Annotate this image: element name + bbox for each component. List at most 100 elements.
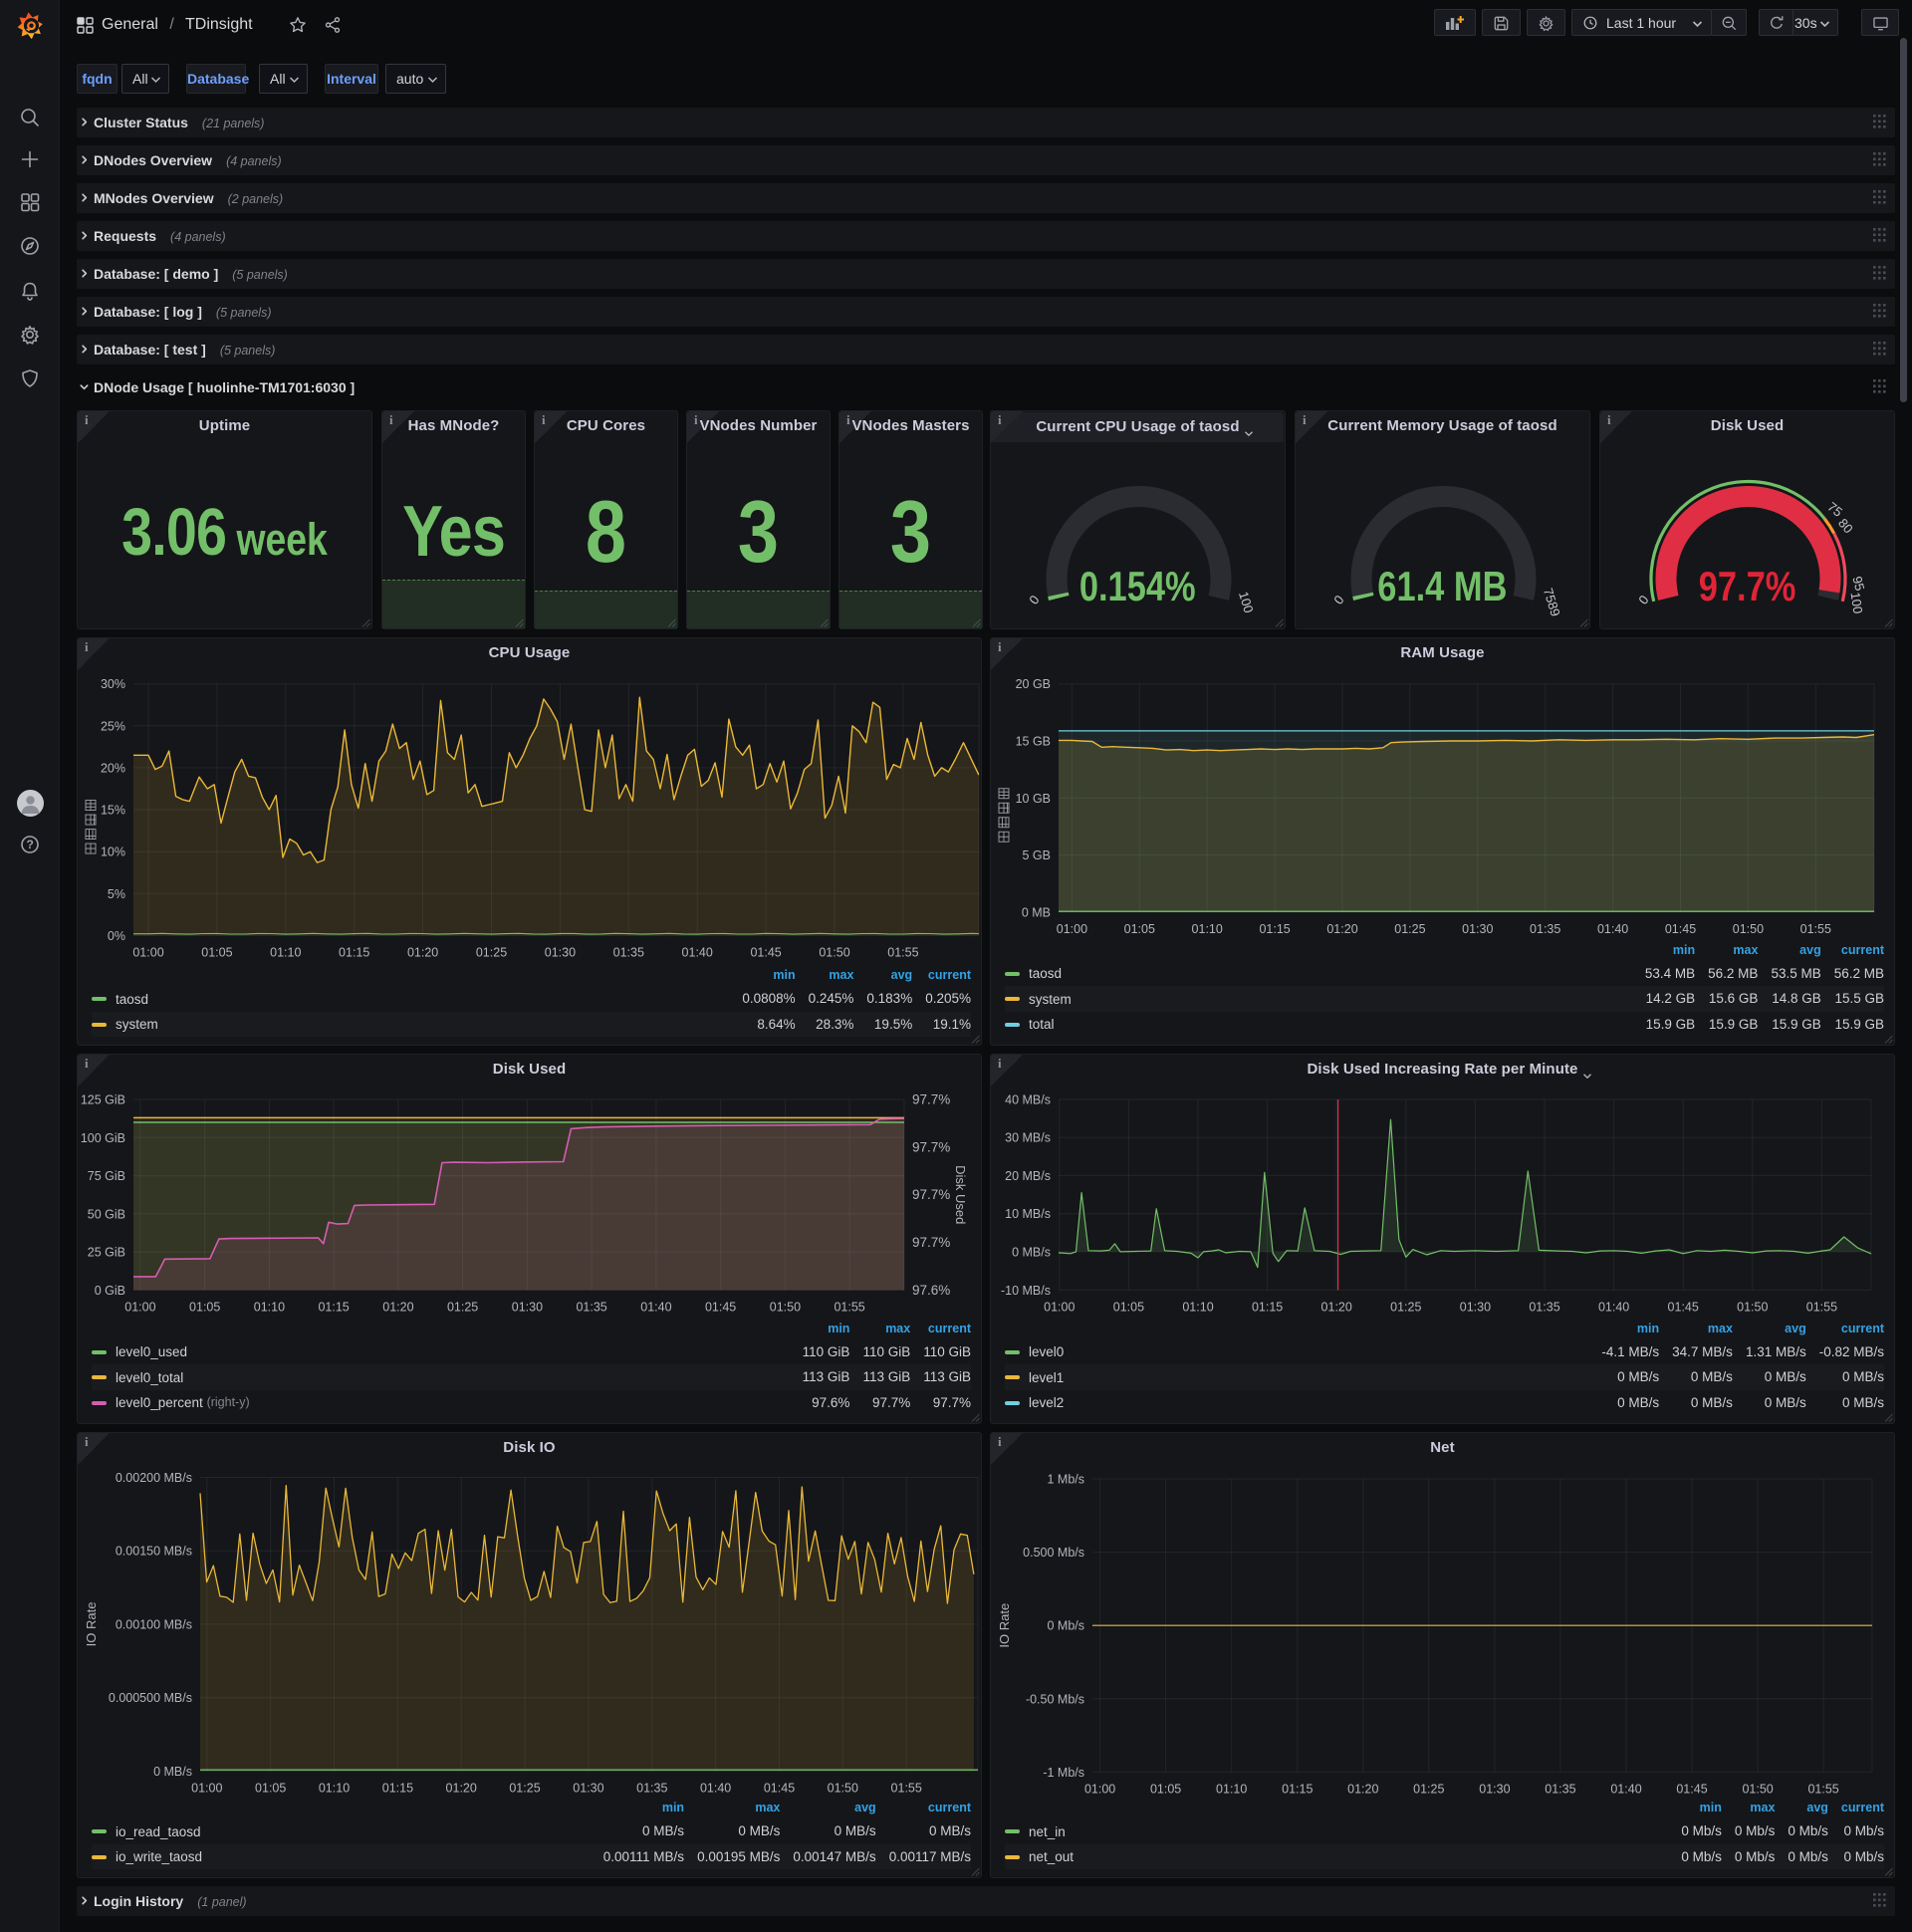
svg-text:10 MB/s: 10 MB/s bbox=[1005, 1207, 1051, 1221]
svg-text:01:15: 01:15 bbox=[382, 1781, 413, 1795]
svg-text:0.00100 MB/s: 0.00100 MB/s bbox=[116, 1617, 192, 1631]
svg-text:01:05: 01:05 bbox=[1113, 1300, 1144, 1314]
svg-text:IO Rate: IO Rate bbox=[997, 1603, 1012, 1648]
svg-text:125 GiB: 125 GiB bbox=[81, 1093, 125, 1107]
svg-text:50 GiB: 50 GiB bbox=[88, 1207, 125, 1221]
svg-text:01:40: 01:40 bbox=[640, 1300, 671, 1314]
svg-text:01:10: 01:10 bbox=[1182, 1300, 1213, 1314]
svg-text:5%: 5% bbox=[108, 887, 125, 901]
svg-text:01:25: 01:25 bbox=[1390, 1300, 1421, 1314]
svg-text:01:50: 01:50 bbox=[1733, 922, 1764, 936]
svg-text:01:35: 01:35 bbox=[1529, 1300, 1559, 1314]
svg-text:20 GB: 20 GB bbox=[1016, 677, 1051, 691]
svg-text:01:50: 01:50 bbox=[819, 945, 849, 959]
svg-text:75 GiB: 75 GiB bbox=[88, 1169, 125, 1183]
svg-text:97.7%: 97.7% bbox=[912, 1235, 950, 1250]
svg-text:0.000500 MB/s: 0.000500 MB/s bbox=[109, 1691, 192, 1705]
svg-text:-1 Mb/s: -1 Mb/s bbox=[1043, 1766, 1084, 1780]
svg-text:97.7%: 97.7% bbox=[912, 1139, 950, 1154]
svg-text:01:10: 01:10 bbox=[1216, 1782, 1247, 1796]
svg-text:01:20: 01:20 bbox=[407, 945, 438, 959]
svg-text:25%: 25% bbox=[101, 719, 125, 733]
svg-text:0 Mb/s: 0 Mb/s bbox=[1047, 1619, 1084, 1633]
svg-text:01:35: 01:35 bbox=[636, 1781, 667, 1795]
svg-text:10 GB: 10 GB bbox=[1016, 792, 1051, 806]
svg-text:01:30: 01:30 bbox=[1460, 1300, 1491, 1314]
svg-text:01:40: 01:40 bbox=[1610, 1782, 1641, 1796]
svg-text:0 MB: 0 MB bbox=[1022, 905, 1051, 919]
svg-text:01:15: 01:15 bbox=[318, 1300, 349, 1314]
svg-text:Disk Used: Disk Used bbox=[953, 1165, 968, 1224]
svg-text:01:35: 01:35 bbox=[1530, 922, 1560, 936]
svg-text:20 MB/s: 20 MB/s bbox=[1005, 1169, 1051, 1183]
svg-text:01:55: 01:55 bbox=[834, 1300, 864, 1314]
svg-text:15%: 15% bbox=[101, 804, 125, 818]
svg-text:0 GiB: 0 GiB bbox=[95, 1284, 125, 1298]
svg-text:01:45: 01:45 bbox=[1665, 922, 1696, 936]
svg-text:01:40: 01:40 bbox=[1598, 1300, 1629, 1314]
svg-text:01:05: 01:05 bbox=[255, 1781, 286, 1795]
svg-text:01:30: 01:30 bbox=[545, 945, 576, 959]
svg-text:01:05: 01:05 bbox=[1124, 922, 1155, 936]
svg-text:10%: 10% bbox=[101, 845, 125, 859]
svg-text:01:45: 01:45 bbox=[1676, 1782, 1707, 1796]
svg-text:01:55: 01:55 bbox=[887, 945, 918, 959]
svg-text:80: 80 bbox=[1835, 516, 1856, 537]
svg-text:1 Mb/s: 1 Mb/s bbox=[1047, 1473, 1084, 1487]
svg-text:01:45: 01:45 bbox=[750, 945, 781, 959]
svg-text:01:35: 01:35 bbox=[576, 1300, 606, 1314]
svg-text:01:05: 01:05 bbox=[201, 945, 232, 959]
svg-text:01:15: 01:15 bbox=[1252, 1300, 1283, 1314]
svg-text:01:55: 01:55 bbox=[891, 1781, 922, 1795]
svg-text:01:25: 01:25 bbox=[447, 1300, 478, 1314]
svg-text:30 MB/s: 30 MB/s bbox=[1005, 1131, 1051, 1145]
svg-text:01:50: 01:50 bbox=[1737, 1300, 1768, 1314]
svg-text:100 GiB: 100 GiB bbox=[81, 1131, 125, 1145]
svg-text:100: 100 bbox=[1236, 590, 1257, 614]
svg-text:01:35: 01:35 bbox=[1545, 1782, 1575, 1796]
svg-text:01:50: 01:50 bbox=[828, 1781, 858, 1795]
svg-text:01:10: 01:10 bbox=[319, 1781, 350, 1795]
svg-text:01:10: 01:10 bbox=[1192, 922, 1223, 936]
svg-text:01:00: 01:00 bbox=[132, 945, 163, 959]
svg-text:15 GB: 15 GB bbox=[1016, 735, 1051, 749]
svg-text:01:20: 01:20 bbox=[382, 1300, 413, 1314]
svg-text:IO Rate: IO Rate bbox=[84, 1602, 99, 1647]
svg-text:0.00200 MB/s: 0.00200 MB/s bbox=[116, 1471, 192, 1485]
svg-text:01:25: 01:25 bbox=[509, 1781, 540, 1795]
svg-text:01:05: 01:05 bbox=[189, 1300, 220, 1314]
svg-text:01:10: 01:10 bbox=[270, 945, 301, 959]
svg-text:01:15: 01:15 bbox=[1282, 1782, 1313, 1796]
svg-text:01:05: 01:05 bbox=[1150, 1782, 1181, 1796]
svg-text:01:45: 01:45 bbox=[764, 1781, 795, 1795]
svg-text:01:45: 01:45 bbox=[1668, 1300, 1699, 1314]
svg-text:01:20: 01:20 bbox=[446, 1781, 477, 1795]
svg-text:01:35: 01:35 bbox=[613, 945, 644, 959]
svg-text:01:00: 01:00 bbox=[124, 1300, 155, 1314]
svg-text:01:30: 01:30 bbox=[573, 1781, 603, 1795]
svg-text:97.7%: 97.7% bbox=[912, 1092, 950, 1107]
svg-text:01:55: 01:55 bbox=[1806, 1300, 1837, 1314]
svg-text:0.500 Mb/s: 0.500 Mb/s bbox=[1023, 1546, 1084, 1560]
svg-text:01:10: 01:10 bbox=[254, 1300, 285, 1314]
svg-text:5 GB: 5 GB bbox=[1023, 848, 1052, 862]
svg-text:01:30: 01:30 bbox=[1462, 922, 1493, 936]
svg-text:01:40: 01:40 bbox=[682, 945, 713, 959]
svg-text:30%: 30% bbox=[101, 677, 125, 691]
svg-text:0 MB/s: 0 MB/s bbox=[153, 1765, 192, 1779]
svg-text:40 MB/s: 40 MB/s bbox=[1005, 1093, 1051, 1107]
svg-text:01:40: 01:40 bbox=[700, 1781, 731, 1795]
svg-text:0 MB/s: 0 MB/s bbox=[1012, 1245, 1051, 1259]
svg-text:01:55: 01:55 bbox=[1800, 922, 1831, 936]
svg-text:01:00: 01:00 bbox=[1084, 1782, 1115, 1796]
svg-text:25 GiB: 25 GiB bbox=[88, 1246, 125, 1260]
svg-text:97.7%: 97.7% bbox=[912, 1187, 950, 1202]
svg-text:0%: 0% bbox=[108, 929, 125, 943]
svg-text:-10 MB/s: -10 MB/s bbox=[1001, 1284, 1051, 1298]
svg-text:01:20: 01:20 bbox=[1347, 1782, 1378, 1796]
svg-text:01:55: 01:55 bbox=[1807, 1782, 1838, 1796]
svg-text:01:50: 01:50 bbox=[770, 1300, 801, 1314]
svg-text:01:00: 01:00 bbox=[1057, 922, 1087, 936]
svg-text:01:20: 01:20 bbox=[1326, 922, 1357, 936]
svg-text:01:45: 01:45 bbox=[705, 1300, 736, 1314]
